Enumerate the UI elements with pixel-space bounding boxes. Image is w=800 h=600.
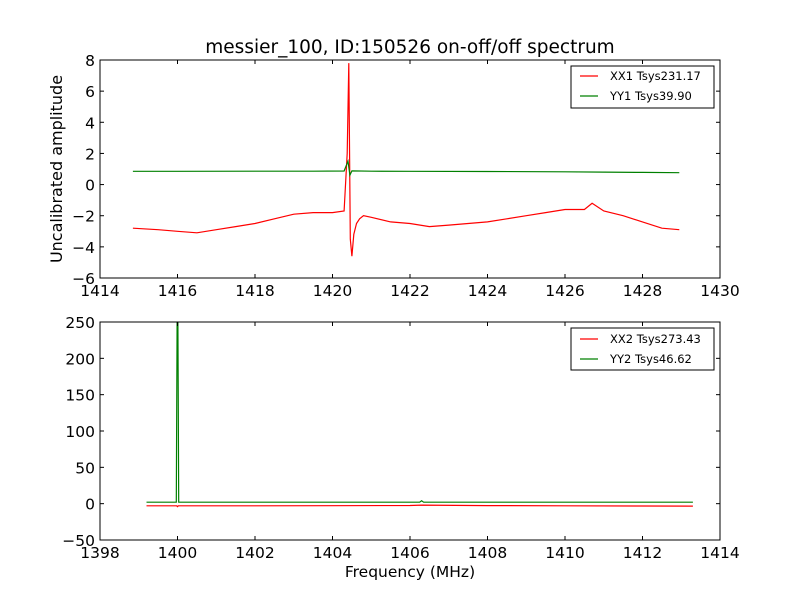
x-tick-label: 1416	[158, 282, 197, 300]
legend-label-yy1: YY1 Tsys39.90	[609, 89, 692, 103]
legend-label-yy2: YY2 Tsys46.62	[609, 352, 692, 366]
y-tick-label: −50	[62, 532, 95, 550]
y-tick-label: −4	[72, 239, 95, 257]
top-plot-legend: XX1 Tsys231.17 YY1 Tsys39.90	[570, 65, 715, 109]
series-line-xx1	[132, 63, 680, 257]
y-tick-label: 200	[65, 350, 95, 368]
x-tick-label: 1410	[545, 544, 584, 562]
y-tick-label: 4	[85, 114, 95, 132]
y-tick-label: 100	[65, 423, 95, 441]
series-line-yy2	[146, 322, 693, 503]
x-tick-label: 1414	[80, 282, 119, 300]
y-tick-label: 250	[65, 314, 95, 332]
legend-frame	[570, 65, 715, 109]
bottom-plot-legend: XX2 Tsys273.43 YY2 Tsys46.62	[570, 327, 715, 371]
bottom-plot: 1398 1400 1402 1404 1406 1408 1410 1412 1414 −50 0…	[62, 314, 739, 581]
y-tick-label: 0	[85, 177, 95, 195]
figure-title: messier_100, ID:150526 on-off/off spectr…	[205, 37, 614, 58]
x-tick-label: 1414	[700, 544, 739, 562]
x-tick-label: 1408	[468, 544, 507, 562]
y-tick-label: −2	[72, 208, 95, 226]
y-tick-label: 150	[65, 387, 95, 405]
legend-label-xx1: XX1 Tsys231.17	[610, 69, 701, 83]
top-plot-ticks: 1414 1416 1418 1420 1422 1424 1426 1428 1430 −6 −4…	[72, 52, 740, 300]
legend-frame	[570, 327, 715, 371]
top-plot: 1414 1416 1418 1420 1422 1424 1426 1428 1430 −6 −4…	[47, 52, 740, 300]
x-tick-label: 1402	[235, 544, 274, 562]
y-tick-label: 6	[85, 83, 95, 101]
series-line-xx2	[146, 504, 693, 508]
y-tick-label: 8	[85, 52, 95, 70]
y-tick-label: 2	[85, 145, 95, 163]
top-plot-series	[132, 63, 680, 257]
series-line-yy1	[132, 158, 680, 178]
bottom-plot-series	[146, 322, 693, 508]
x-tick-label: 1400	[158, 544, 197, 562]
x-tick-label: 1412	[623, 544, 662, 562]
x-tick-label: 1424	[468, 282, 507, 300]
x-tick-label: 1426	[545, 282, 584, 300]
x-tick-label: 1420	[313, 282, 352, 300]
bottom-plot-ticks: 1398 1400 1402 1404 1406 1408 1410 1412 1414 −50 0…	[62, 314, 739, 562]
top-plot-ylabel: Uncalibrated amplitude	[47, 75, 66, 263]
legend-label-xx2: XX2 Tsys273.43	[610, 332, 701, 346]
bottom-plot-xlabel: Frequency (MHz)	[345, 563, 475, 581]
x-tick-label: 1418	[235, 282, 274, 300]
x-tick-label: 1404	[313, 544, 352, 562]
x-tick-label: 1422	[390, 282, 429, 300]
y-tick-label: 0	[85, 496, 95, 514]
y-tick-label: −6	[72, 270, 95, 288]
x-tick-label: 1406	[390, 544, 429, 562]
x-tick-label: 1398	[80, 544, 119, 562]
x-tick-label: 1430	[700, 282, 739, 300]
y-tick-label: 50	[75, 459, 95, 477]
x-tick-label: 1428	[623, 282, 662, 300]
